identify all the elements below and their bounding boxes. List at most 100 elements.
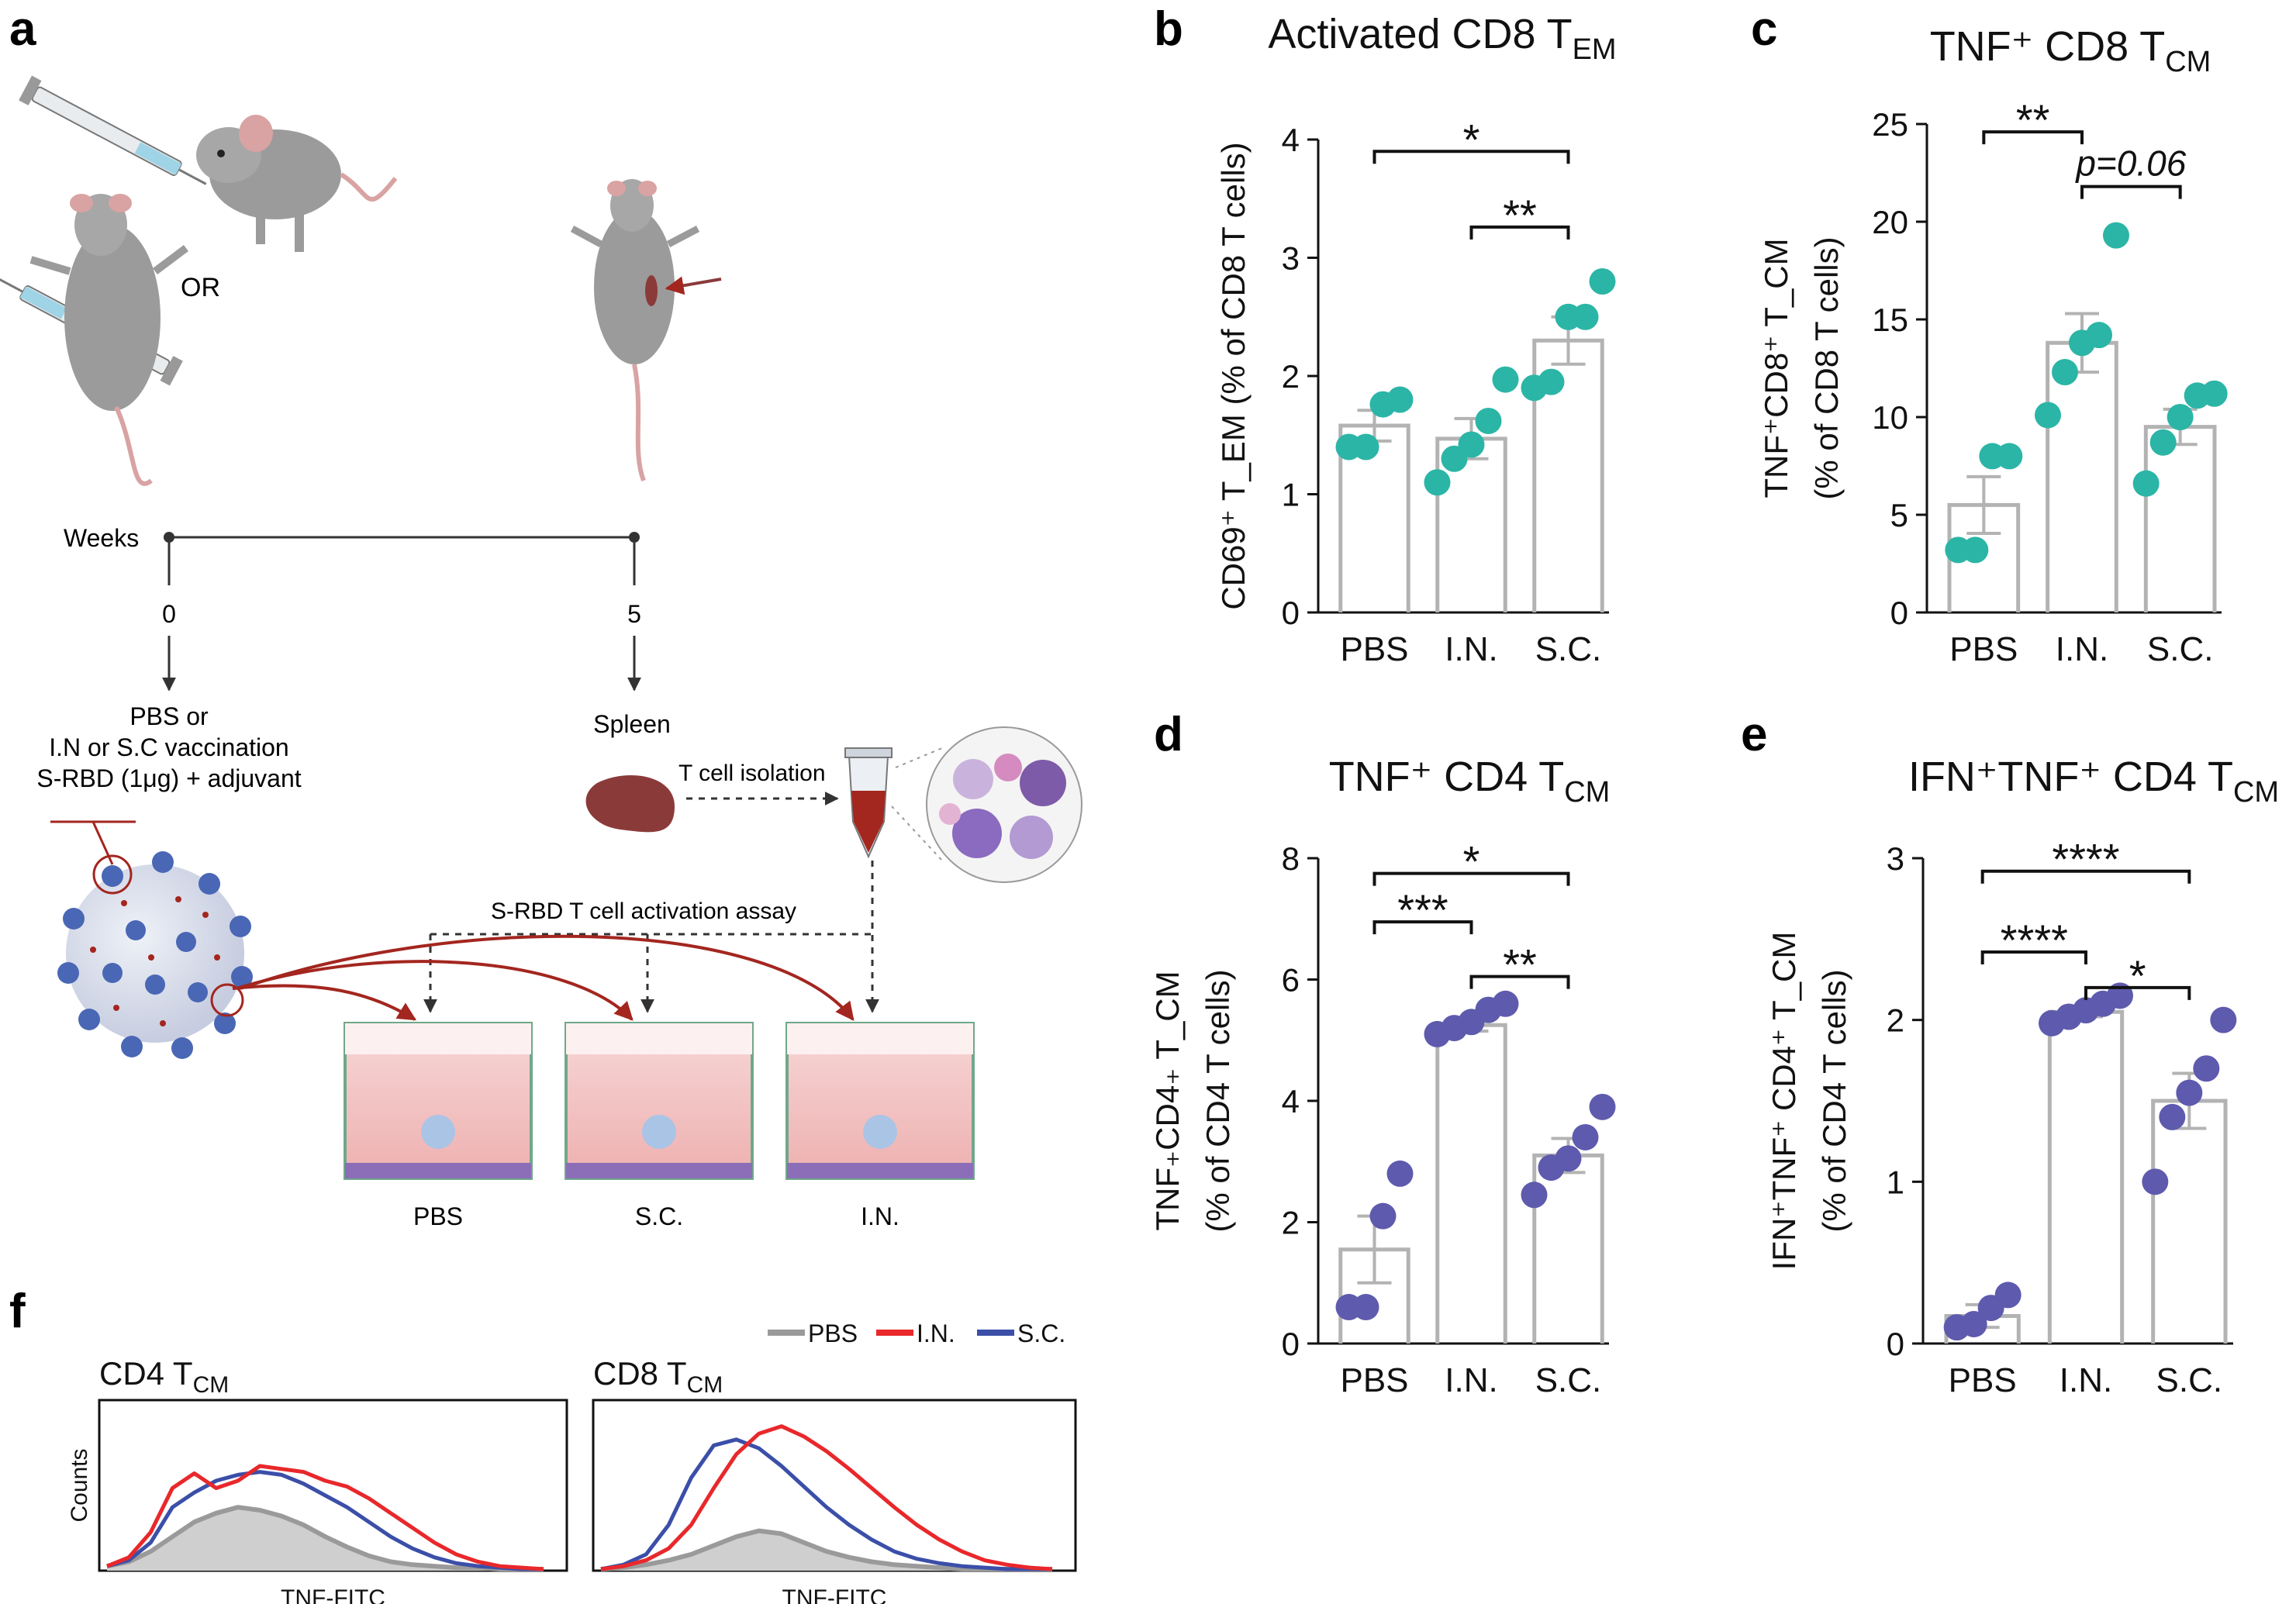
chart-d-ytick-label: 2 (1282, 1205, 1300, 1241)
chart-f-ylabel: Counts (67, 1448, 92, 1522)
chart-c-ytick-label: 15 (1872, 302, 1908, 338)
chart-e-point (2142, 1168, 2169, 1195)
chart-e-sig-bracket (1980, 950, 2087, 965)
chart-c-title: TNF⁺ CD8 TCM (1930, 23, 2211, 78)
chart-b-sig-bracket (1469, 225, 1570, 240)
chart-e-sig-label: **** (2052, 835, 2119, 884)
chart-d-xtick-label: PBS (1340, 1361, 1408, 1399)
schematic-panel: OR Weeks 0 5 PBS or I.N or S.C vaccinati… (0, 75, 1082, 1230)
chart-b-ytick-label: 3 (1282, 240, 1300, 277)
chart-f-cd8-series-pbs (600, 1528, 1052, 1571)
chart-d-point (1555, 1145, 1582, 1172)
chart-b-ylabel: CD69⁺ T_EM (% of CD8 T cells) (1215, 142, 1252, 609)
well-label-in: I.N. (861, 1202, 899, 1230)
chart-e-point (2159, 1103, 2186, 1130)
chart-e-ytick-label: 0 (1887, 1326, 1904, 1362)
mouse-spleen-icon (570, 179, 722, 482)
panel-label-b: b (1154, 2, 1183, 56)
panel-label-a: a (9, 2, 36, 56)
chart-f-cd8-frame (592, 1399, 1077, 1572)
chart-c-point (2201, 380, 2228, 407)
chart-b-xtick-label: PBS (1340, 630, 1408, 668)
chart-b-sig-bracket (1372, 150, 1570, 164)
chart-c-point (1996, 443, 2023, 470)
chart-c: TNF⁺ CD8 TCM TNF⁺CD8⁺ T_CM (% of CD8 T cel… (1758, 23, 2228, 668)
chart-f-cd8-series-sc (600, 1437, 1052, 1571)
chart-e-ytick-label: 1 (1887, 1164, 1904, 1200)
chart-d-title-subscript: CM (1564, 776, 1610, 809)
chart-e-title: IFN⁺TNF⁺ CD4 TCM (1908, 754, 2279, 809)
vaccination-line-2: I.N or S.C vaccination (49, 733, 288, 761)
chart-f-cd8-title: CD8 TCM (593, 1355, 723, 1398)
chart-e-bar (2047, 1009, 2125, 1344)
chart-d-point (1572, 1123, 1599, 1150)
panel-label-d: d (1154, 708, 1183, 761)
chart-e-point (2176, 1079, 2203, 1106)
chart-e-sig-label: * (2129, 951, 2146, 1000)
chart-f-legend-label: I.N. (917, 1319, 955, 1347)
chart-c-point (2132, 470, 2160, 497)
chart-e-ytick-label: 3 (1887, 840, 1904, 877)
chart-d-point (1386, 1160, 1414, 1187)
chart-e-point (1994, 1281, 2022, 1309)
chart-e-bar (2151, 1099, 2228, 1344)
chart-c-sig-label: p=0.06 (2074, 143, 2186, 184)
chart-c-ytick-label: 5 (1890, 497, 1908, 533)
chart-d-point (1352, 1294, 1379, 1321)
chart-c-ytick-label: 0 (1890, 595, 1908, 631)
chart-f-cd8-xlabel: TNF-FITC (782, 1585, 887, 1604)
chart-d-point (1492, 990, 1519, 1017)
chart-d-sig-bracket (1469, 974, 1570, 989)
panel-label-e: e (1741, 708, 1767, 761)
chart-b-point (1572, 303, 1599, 330)
chart-e-xtick-label: PBS (1949, 1361, 2017, 1399)
chart-b-xtick-label: S.C. (1535, 630, 1602, 668)
chart-d-ytick-label: 8 (1282, 840, 1300, 877)
chart-d-sig-bracket (1372, 871, 1570, 886)
well-label-sc: S.C. (635, 1202, 683, 1230)
mouse-subcutaneous-icon (29, 194, 188, 486)
chart-f: PBS I.N. S.C. CD4 TCM TNF-FITC CD8 TCM TNF-FIT… (67, 1319, 1077, 1604)
chart-e-point (2193, 1055, 2220, 1082)
chart-f-cd4-series-pbs (106, 1505, 544, 1571)
chart-d-bar (1532, 1153, 1604, 1344)
chart-f-cd8-series-in (600, 1424, 1053, 1571)
chart-f-cd4-series-sc (106, 1470, 544, 1571)
chart-d-sig-bracket (1372, 920, 1473, 935)
chart-b-point (1589, 268, 1616, 295)
chart-b-title: Activated CD8 TEM (1268, 11, 1616, 66)
chart-c-xtick-label: I.N. (2056, 630, 2108, 668)
chart-b-xtick-label: I.N. (1445, 630, 1497, 668)
well-label-pbs: PBS (413, 1202, 463, 1230)
chart-b-ytick-label: 0 (1282, 595, 1300, 631)
chart-c-ylabel: TNF⁺CD8⁺ T_CM (1758, 238, 1794, 498)
chart-b-point (1424, 469, 1451, 496)
chart-b-point (1458, 431, 1485, 458)
chart-f-legend-label: S.C. (1017, 1319, 1065, 1347)
test-tube-icon (844, 747, 893, 859)
chart-d-point (1521, 1181, 1548, 1209)
chart-c-ytick-label: 10 (1872, 399, 1908, 436)
chart-d-xtick-label: I.N. (1445, 1361, 1497, 1399)
vaccination-line-1: PBS or (129, 702, 209, 730)
chart-e: IFN⁺TNF⁺ CD4 TCM IFN⁺TNF⁺ CD4⁺ T_CM (% of … (1766, 754, 2279, 1399)
well-pbs (344, 1022, 533, 1180)
chart-b-point (1538, 368, 1565, 395)
chart-b-ytick-label: 1 (1282, 477, 1300, 513)
chart-e-title-subscript: CM (2233, 776, 2279, 809)
cells-magnified-icon (926, 726, 1082, 883)
chart-b-point (1475, 407, 1502, 434)
chart-d-xtick-label: S.C. (1535, 1361, 1602, 1399)
chart-f-cd4-title-subscript: CM (193, 1372, 230, 1398)
chart-d-ylabel: TNF₊CD4₊ T_CM (1149, 971, 1186, 1230)
mouse-intranasal-icon (196, 115, 398, 252)
chart-b-sig-label: * (1463, 115, 1480, 164)
chart-e-xtick-label: I.N. (2059, 1361, 2112, 1399)
chart-c-point (2149, 429, 2177, 456)
chart-c-sig-bracket (2080, 185, 2182, 199)
chart-d-sig-label: *** (1397, 885, 1448, 934)
chart-c-point (2035, 402, 2061, 429)
chart-b: Activated CD8 TEM CD69⁺ T_EM (% of CD8 T … (1215, 11, 1617, 668)
chart-f-cd4-xlabel: TNF-FITC (281, 1585, 385, 1604)
